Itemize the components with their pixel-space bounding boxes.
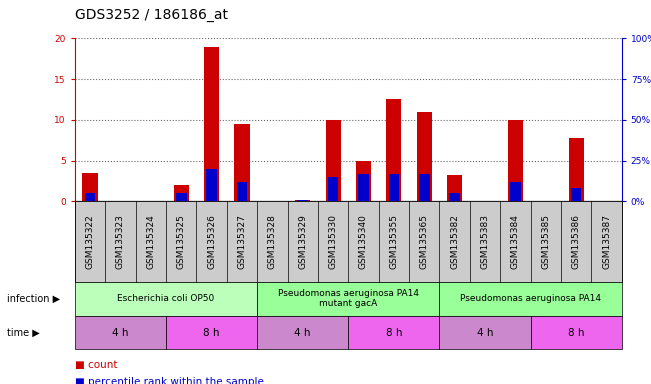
Text: GSM135328: GSM135328 <box>268 214 277 269</box>
Bar <box>386 99 402 201</box>
Text: ■ count: ■ count <box>75 360 117 370</box>
Text: GSM135322: GSM135322 <box>85 214 94 269</box>
Bar <box>85 193 95 201</box>
Bar <box>417 112 432 201</box>
Text: 4 h: 4 h <box>112 328 129 338</box>
Text: 8 h: 8 h <box>568 328 585 338</box>
Bar <box>447 175 462 201</box>
Text: GSM135323: GSM135323 <box>116 214 125 269</box>
Bar <box>419 174 430 201</box>
Text: Pseudomonas aeruginosa PA14: Pseudomonas aeruginosa PA14 <box>460 294 601 303</box>
Text: 8 h: 8 h <box>385 328 402 338</box>
Text: Escherichia coli OP50: Escherichia coli OP50 <box>117 294 215 303</box>
Text: 4 h: 4 h <box>294 328 311 338</box>
Text: infection ▶: infection ▶ <box>7 294 60 304</box>
Text: GSM135325: GSM135325 <box>176 214 186 269</box>
Bar <box>83 173 98 201</box>
Text: 4 h: 4 h <box>477 328 493 338</box>
Bar <box>508 120 523 201</box>
Bar <box>237 182 247 201</box>
Bar <box>568 138 584 201</box>
Bar <box>206 169 217 201</box>
Text: GSM135385: GSM135385 <box>541 214 550 269</box>
Bar <box>174 185 189 201</box>
Bar <box>234 124 249 201</box>
Text: GSM135330: GSM135330 <box>329 214 338 269</box>
Text: GSM135340: GSM135340 <box>359 214 368 269</box>
Text: GSM135384: GSM135384 <box>511 214 520 269</box>
Text: GDS3252 / 186186_at: GDS3252 / 186186_at <box>75 8 228 22</box>
Text: GSM135382: GSM135382 <box>450 214 459 269</box>
Bar <box>176 193 187 201</box>
Text: time ▶: time ▶ <box>7 328 39 338</box>
Bar <box>356 161 371 201</box>
Text: GSM135386: GSM135386 <box>572 214 581 269</box>
Bar <box>328 177 339 201</box>
Text: 8 h: 8 h <box>203 328 220 338</box>
Text: ■ percentile rank within the sample: ■ percentile rank within the sample <box>75 377 264 384</box>
Bar <box>571 188 581 201</box>
Bar <box>389 174 399 201</box>
Bar <box>295 200 311 201</box>
Bar <box>449 193 460 201</box>
Text: GSM135355: GSM135355 <box>389 214 398 269</box>
Text: GSM135324: GSM135324 <box>146 214 156 269</box>
Text: GSM135365: GSM135365 <box>420 214 429 269</box>
Bar <box>298 200 308 201</box>
Bar <box>204 46 219 201</box>
Bar <box>358 174 368 201</box>
Text: GSM135383: GSM135383 <box>480 214 490 269</box>
Text: Pseudomonas aeruginosa PA14
mutant gacA: Pseudomonas aeruginosa PA14 mutant gacA <box>278 289 419 308</box>
Text: GSM135329: GSM135329 <box>298 214 307 269</box>
Bar <box>326 120 340 201</box>
Bar <box>510 182 521 201</box>
Text: GSM135387: GSM135387 <box>602 214 611 269</box>
Text: GSM135326: GSM135326 <box>207 214 216 269</box>
Text: GSM135327: GSM135327 <box>238 214 247 269</box>
